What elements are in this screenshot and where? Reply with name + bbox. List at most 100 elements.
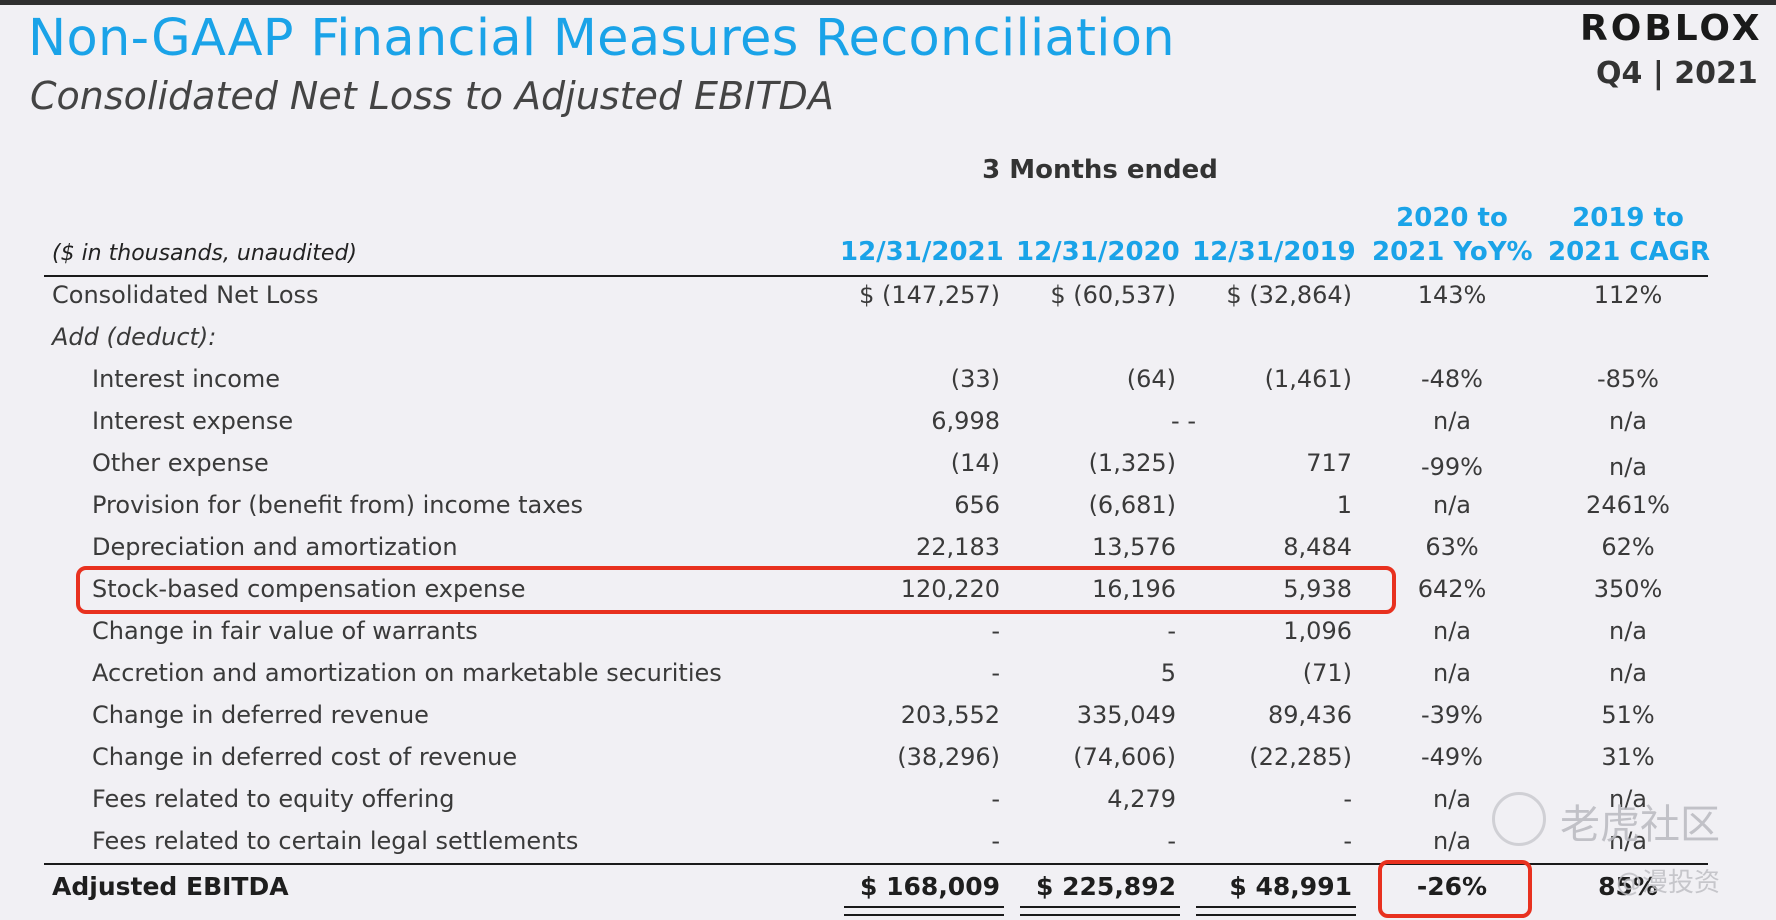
total-2019: $ 48,991	[1229, 872, 1352, 901]
value-2020: -	[1167, 827, 1176, 855]
value-2021: 203,552	[900, 701, 1000, 729]
table-row: Consolidated Net Loss $ (147,257) $ (60,…	[0, 274, 1776, 316]
value-2021: (14)	[950, 449, 1000, 477]
col-header-2021: 12/31/2021	[840, 237, 1004, 267]
row-label: Change in fair value of warrants	[92, 617, 478, 645]
value-2021: 22,183	[916, 533, 1000, 561]
total-cagr: 85%	[1598, 872, 1658, 901]
total-2021: $ 168,009	[860, 872, 1000, 901]
total-yoy: -26%	[1416, 872, 1488, 901]
table-row: Interest expense 6,998 - - n/a n/a	[0, 400, 1776, 442]
table-row: Change in deferred revenue 203,552 335,0…	[0, 694, 1776, 736]
value-yoy: 642%	[1417, 575, 1487, 603]
value-2019: 5,938	[1283, 575, 1352, 603]
value-cagr: 350%	[1593, 575, 1663, 603]
value-cagr: n/a	[1608, 407, 1647, 435]
double-underline-2019	[1196, 906, 1356, 916]
row-label: Consolidated Net Loss	[52, 281, 319, 309]
value-2020: -	[1167, 617, 1176, 645]
value-2019: -	[1343, 785, 1352, 813]
total-2020: $ 225,892	[1036, 872, 1176, 901]
value-2019: 1,096	[1283, 617, 1352, 645]
value-cagr: 2461%	[1586, 491, 1670, 519]
table-row: Depreciation and amortization 22,183 13,…	[0, 526, 1776, 568]
roblox-logo: ROBLOX	[1580, 8, 1763, 49]
value-yoy: n/a	[1432, 827, 1471, 855]
value-yoy: 63%	[1425, 533, 1479, 561]
value-2020: (1,325)	[1088, 449, 1176, 477]
value-2020: 5	[1160, 659, 1176, 687]
total-label: Adjusted EBITDA	[52, 872, 289, 901]
value-cagr: n/a	[1608, 617, 1647, 645]
value-2019: $ (32,864)	[1226, 281, 1352, 309]
value-2019: (22,285)	[1249, 743, 1352, 771]
value-2021: 120,220	[900, 575, 1000, 603]
value-cagr: 112%	[1593, 281, 1663, 309]
table-row: Change in deferred cost of revenue (38,2…	[0, 736, 1776, 778]
row-label: Fees related to certain legal settlement…	[92, 827, 579, 855]
value-cagr: n/a	[1608, 827, 1647, 855]
row-label: Depreciation and amortization	[92, 533, 458, 561]
value-cagr: n/a	[1608, 659, 1647, 687]
value-2020: (6,681)	[1088, 491, 1176, 519]
value-2020: (64)	[1126, 365, 1176, 393]
table-row: Provision for (benefit from) income taxe…	[0, 484, 1776, 526]
row-label: Change in deferred revenue	[92, 701, 429, 729]
value-2019	[1152, 400, 1352, 442]
value-yoy: n/a	[1432, 659, 1471, 687]
watermark-icon	[1492, 792, 1546, 846]
highlight-box-stock-comp	[76, 566, 1396, 614]
value-cagr: 62%	[1601, 533, 1655, 561]
table-row: Interest income (33) (64) (1,461) -48% -…	[0, 358, 1776, 400]
double-underline-2021	[844, 906, 1004, 916]
row-label: Stock-based compensation expense	[92, 575, 526, 603]
table-row-stock-comp: Stock-based compensation expense 120,220…	[0, 568, 1776, 610]
value-2019: (1,461)	[1264, 365, 1352, 393]
value-2021: (38,296)	[897, 743, 1000, 771]
col-header-cagr-line1: 2019 to	[1572, 203, 1684, 233]
table-row: Add (deduct):	[0, 316, 1776, 358]
value-cagr: n/a	[1608, 785, 1647, 813]
value-2019: 89,436	[1268, 701, 1352, 729]
watermark-handle: @漫投资	[1616, 868, 1721, 898]
period-label: Q4 | 2021	[1596, 56, 1758, 91]
header-rule	[44, 275, 1708, 277]
units-note: ($ in thousands, unaudited)	[52, 241, 357, 266]
value-2021: 6,998	[931, 407, 1000, 435]
value-yoy: -49%	[1420, 743, 1483, 771]
value-yoy: -39%	[1420, 701, 1483, 729]
row-label: Other expense	[92, 449, 269, 477]
row-label: Change in deferred cost of revenue	[92, 743, 518, 771]
total-rule	[44, 863, 1708, 865]
value-2020: 335,049	[1076, 701, 1176, 729]
col-header-2020: 12/31/2020	[1016, 237, 1180, 267]
col-header-cagr-line2: 2021 CAGR	[1548, 237, 1710, 267]
row-label: Accretion and amortization on marketable…	[92, 659, 722, 687]
col-header-yoy-line1: 2020 to	[1396, 203, 1508, 233]
value-2019: 8,484	[1283, 533, 1352, 561]
value-yoy: 143%	[1417, 281, 1487, 309]
row-label: Interest expense	[92, 407, 294, 435]
value-cagr: n/a	[1608, 453, 1647, 481]
table-row: Other expense (14) (1,325) 717 -99% n/a	[0, 442, 1776, 484]
col-header-2019: 12/31/2019	[1192, 237, 1356, 267]
value-2020: 13,576	[1092, 533, 1176, 561]
value-2021: (33)	[950, 365, 1000, 393]
row-label: Provision for (benefit from) income taxe…	[92, 491, 583, 519]
value-yoy: n/a	[1432, 407, 1471, 435]
value-2021: $ (147,257)	[859, 281, 1000, 309]
value-yoy: n/a	[1432, 785, 1471, 813]
total-row: Adjusted EBITDA $ 168,009 $ 225,892 $ 48…	[0, 866, 1776, 908]
value-2021: 656	[954, 491, 1000, 519]
row-label: Fees related to equity offering	[92, 785, 455, 813]
group-header: 3 Months ended	[982, 155, 1218, 185]
page-subtitle: Consolidated Net Loss to Adjusted EBITDA	[30, 74, 834, 118]
value-cagr: 31%	[1601, 743, 1655, 771]
value-2020: $ (60,537)	[1050, 281, 1176, 309]
row-label: Add (deduct):	[52, 323, 217, 351]
value-2021: -	[991, 617, 1000, 645]
page-title: Non-GAAP Financial Measures Reconciliati…	[28, 9, 1175, 68]
double-underline-2020	[1020, 906, 1180, 916]
table-row: Accretion and amortization on marketable…	[0, 652, 1776, 694]
value-yoy: -48%	[1420, 365, 1483, 393]
